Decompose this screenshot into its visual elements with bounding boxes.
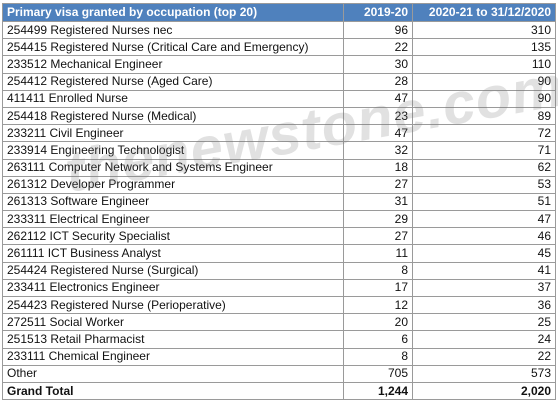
cell-2019-20: 28 xyxy=(343,72,413,91)
cell-occupation: 233512 Mechanical Engineer xyxy=(2,55,344,74)
cell-occupation: 254412 Registered Nurse (Aged Care) xyxy=(2,72,344,91)
cell-2020-21: 25 xyxy=(412,313,556,332)
cell-2019-20: 18 xyxy=(343,158,413,177)
cell-2019-20: 30 xyxy=(343,55,413,74)
occupation-visa-table-container: Primary visa granted by occupation (top … xyxy=(2,3,556,401)
cell-2019-20: 27 xyxy=(343,227,413,246)
table-row: 233411 Electronics Engineer 17 37 xyxy=(2,278,556,298)
cell-2020-21: 62 xyxy=(412,158,556,177)
table-row: 261111 ICT Business Analyst 11 45 xyxy=(2,244,556,263)
cell-2020-21: 573 xyxy=(412,364,556,383)
cell-2019-20: 22 xyxy=(343,38,413,57)
cell-2019-20: 32 xyxy=(343,141,413,160)
cell-2020-21: 72 xyxy=(412,124,556,143)
table-row: 261312 Developer Programmer 27 53 xyxy=(2,175,556,194)
cell-2019-20: 47 xyxy=(343,124,413,143)
cell-2019-20: 8 xyxy=(343,261,413,280)
occupation-visa-table: Primary visa granted by occupation (top … xyxy=(2,3,556,401)
cell-2020-21: 310 xyxy=(412,20,556,40)
cell-occupation: 254415 Registered Nurse (Critical Care a… xyxy=(2,38,344,57)
cell-occupation: 233211 Civil Engineer xyxy=(2,124,344,143)
cell-occupation: 261111 ICT Business Analyst xyxy=(2,244,344,263)
table-row: 254423 Registered Nurse (Perioperative) 1… xyxy=(2,295,556,315)
cell-occupation: 261312 Developer Programmer xyxy=(2,175,344,194)
cell-2019-20: 17 xyxy=(343,278,413,298)
table-row: 261313 Software Engineer 31 51 xyxy=(2,192,556,212)
cell-2020-21: 45 xyxy=(412,244,556,263)
grand-total-2019-20: 1,244 xyxy=(343,381,413,401)
cell-2019-20: 47 xyxy=(343,89,413,108)
cell-2020-21: 90 xyxy=(412,72,556,91)
cell-occupation: 251513 Retail Pharmacist xyxy=(2,330,344,349)
cell-2020-21: 89 xyxy=(412,106,556,126)
cell-2019-20: 6 xyxy=(343,330,413,349)
cell-2019-20: 31 xyxy=(343,192,413,212)
cell-2020-21: 22 xyxy=(412,347,556,366)
header-2019-20: 2019-20 xyxy=(343,3,413,22)
cell-2020-21: 47 xyxy=(412,210,556,229)
cell-2020-21: 110 xyxy=(412,55,556,74)
cell-2019-20: 27 xyxy=(343,175,413,194)
cell-2020-21: 71 xyxy=(412,141,556,160)
cell-occupation: Other xyxy=(2,364,344,383)
header-occupation: Primary visa granted by occupation (top … xyxy=(2,3,344,22)
cell-occupation: 263111 Computer Network and Systems Engi… xyxy=(2,158,344,177)
table-row: 263111 Computer Network and Systems Engi… xyxy=(2,158,556,177)
cell-2020-21: 51 xyxy=(412,192,556,212)
cell-occupation: 262112 ICT Security Specialist xyxy=(2,227,344,246)
cell-2020-21: 90 xyxy=(412,89,556,108)
table-row: 233512 Mechanical Engineer 30 110 xyxy=(2,55,556,74)
cell-occupation: 254418 Registered Nurse (Medical) xyxy=(2,106,344,126)
cell-2020-21: 135 xyxy=(412,38,556,57)
table-row: 251513 Retail Pharmacist 6 24 xyxy=(2,330,556,349)
cell-2019-20: 96 xyxy=(343,20,413,40)
cell-2019-20: 23 xyxy=(343,106,413,126)
table-header-row: Primary visa granted by occupation (top … xyxy=(2,3,556,22)
cell-occupation: 233311 Electrical Engineer xyxy=(2,210,344,229)
table-row: 254412 Registered Nurse (Aged Care) 28 90 xyxy=(2,72,556,91)
cell-2020-21: 37 xyxy=(412,278,556,298)
cell-2020-21: 24 xyxy=(412,330,556,349)
cell-occupation: 411411 Enrolled Nurse xyxy=(2,89,344,108)
cell-2020-21: 41 xyxy=(412,261,556,280)
cell-occupation: 272511 Social Worker xyxy=(2,313,344,332)
table-row: 254499 Registered Nurses nec 96 310 xyxy=(2,20,556,40)
cell-2019-20: 11 xyxy=(343,244,413,263)
table-row: 254418 Registered Nurse (Medical) 23 89 xyxy=(2,106,556,126)
cell-2019-20: 705 xyxy=(343,364,413,383)
cell-occupation: 233111 Chemical Engineer xyxy=(2,347,344,366)
cell-occupation: 254424 Registered Nurse (Surgical) xyxy=(2,261,344,280)
table-row: 262112 ICT Security Specialist 27 46 xyxy=(2,227,556,246)
table-row: 272511 Social Worker 20 25 xyxy=(2,313,556,332)
cell-2019-20: 29 xyxy=(343,210,413,229)
table-row: 233111 Chemical Engineer 8 22 xyxy=(2,347,556,366)
grand-total-row: Grand Total 1,244 2,020 xyxy=(2,381,556,401)
cell-2019-20: 8 xyxy=(343,347,413,366)
cell-occupation: 233411 Electronics Engineer xyxy=(2,278,344,298)
cell-occupation: 261313 Software Engineer xyxy=(2,192,344,212)
cell-2020-21: 36 xyxy=(412,295,556,315)
table-row: 254424 Registered Nurse (Surgical) 8 41 xyxy=(2,261,556,280)
grand-total-label: Grand Total xyxy=(2,381,344,401)
table-row: 233914 Engineering Technologist 32 71 xyxy=(2,141,556,160)
cell-2020-21: 53 xyxy=(412,175,556,194)
table-row: 411411 Enrolled Nurse 47 90 xyxy=(2,89,556,108)
cell-2019-20: 20 xyxy=(343,313,413,332)
table-row: 254415 Registered Nurse (Critical Care a… xyxy=(2,38,556,57)
cell-occupation: 254423 Registered Nurse (Perioperative) xyxy=(2,295,344,315)
table-row: 233311 Electrical Engineer 29 47 xyxy=(2,210,556,229)
cell-occupation: 254499 Registered Nurses nec xyxy=(2,20,344,40)
header-2020-21: 2020-21 to 31/12/2020 xyxy=(412,3,556,22)
cell-2019-20: 12 xyxy=(343,295,413,315)
cell-2020-21: 46 xyxy=(412,227,556,246)
table-row: 233211 Civil Engineer 47 72 xyxy=(2,124,556,143)
table-row: Other 705 573 xyxy=(2,364,556,383)
grand-total-2020-21: 2,020 xyxy=(412,381,556,401)
cell-occupation: 233914 Engineering Technologist xyxy=(2,141,344,160)
